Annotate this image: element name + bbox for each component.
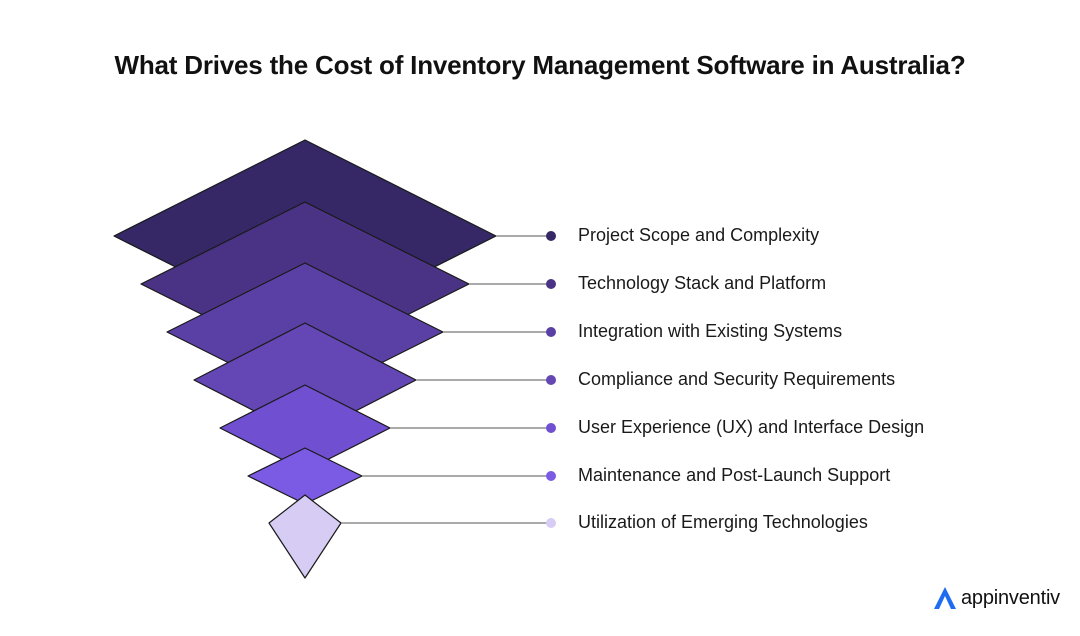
- appinventiv-logo-icon: [934, 587, 956, 609]
- factor-label: User Experience (UX) and Interface Desig…: [578, 417, 925, 437]
- factor-label: Maintenance and Post-Launch Support: [578, 465, 891, 485]
- bullet-dot: [546, 231, 556, 241]
- factor-label: Project Scope and Complexity: [578, 225, 820, 245]
- page-title: What Drives the Cost of Inventory Manage…: [114, 50, 966, 80]
- factor-label: Technology Stack and Platform: [578, 273, 827, 293]
- bullet-dot: [546, 279, 556, 289]
- bullet-dot: [546, 518, 556, 528]
- diamond-layer-7: [268, 494, 342, 579]
- bullet-dot: [546, 423, 556, 433]
- bullet-dot: [546, 471, 556, 481]
- bullet-dot: [546, 375, 556, 385]
- factor-label: Utilization of Emerging Technologies: [578, 512, 868, 532]
- bullet-dot: [546, 327, 556, 337]
- factor-label: Compliance and Security Requirements: [578, 369, 896, 389]
- factor-label: Integration with Existing Systems: [578, 321, 843, 341]
- brand-name: appinventiv: [961, 586, 1060, 609]
- brand-logo: appinventiv: [932, 584, 1060, 612]
